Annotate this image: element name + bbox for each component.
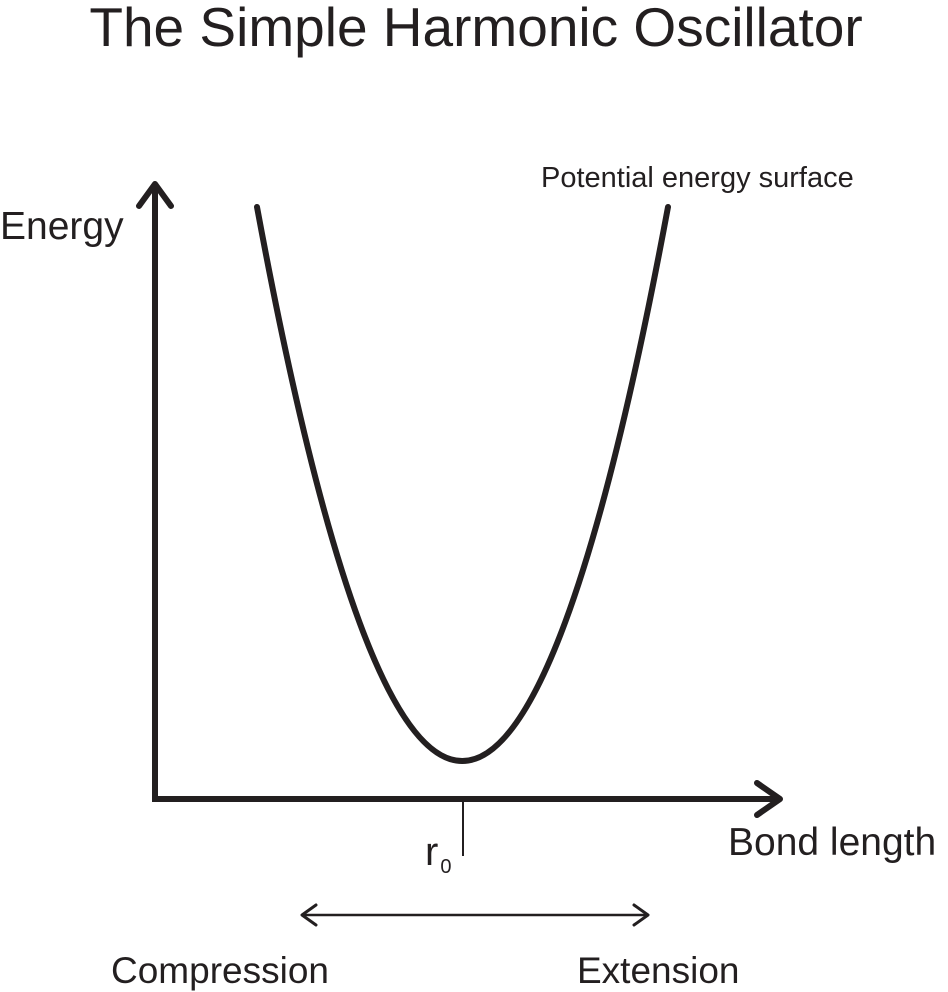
compression-label: Compression: [111, 950, 329, 991]
equilibrium-symbol: r: [425, 830, 438, 874]
potential-energy-curve: [254, 204, 671, 764]
extension-label: Extension: [577, 950, 740, 991]
displacement-arrow-left-head: [300, 903, 318, 927]
energy-axis-label: Energy: [0, 205, 124, 248]
bond-length-axis-label: Bond length: [728, 821, 936, 864]
equilibrium-subscript: 0: [440, 856, 451, 878]
energy-axis-arrowhead: [136, 181, 174, 209]
diagram-title: The Simple Harmonic Oscillator: [89, 0, 862, 58]
potential-energy-curve-label: Potential energy surface: [541, 162, 854, 194]
bond-length-axis-arrowhead: [754, 780, 783, 818]
displacement-arrow-right-head: [632, 903, 650, 927]
